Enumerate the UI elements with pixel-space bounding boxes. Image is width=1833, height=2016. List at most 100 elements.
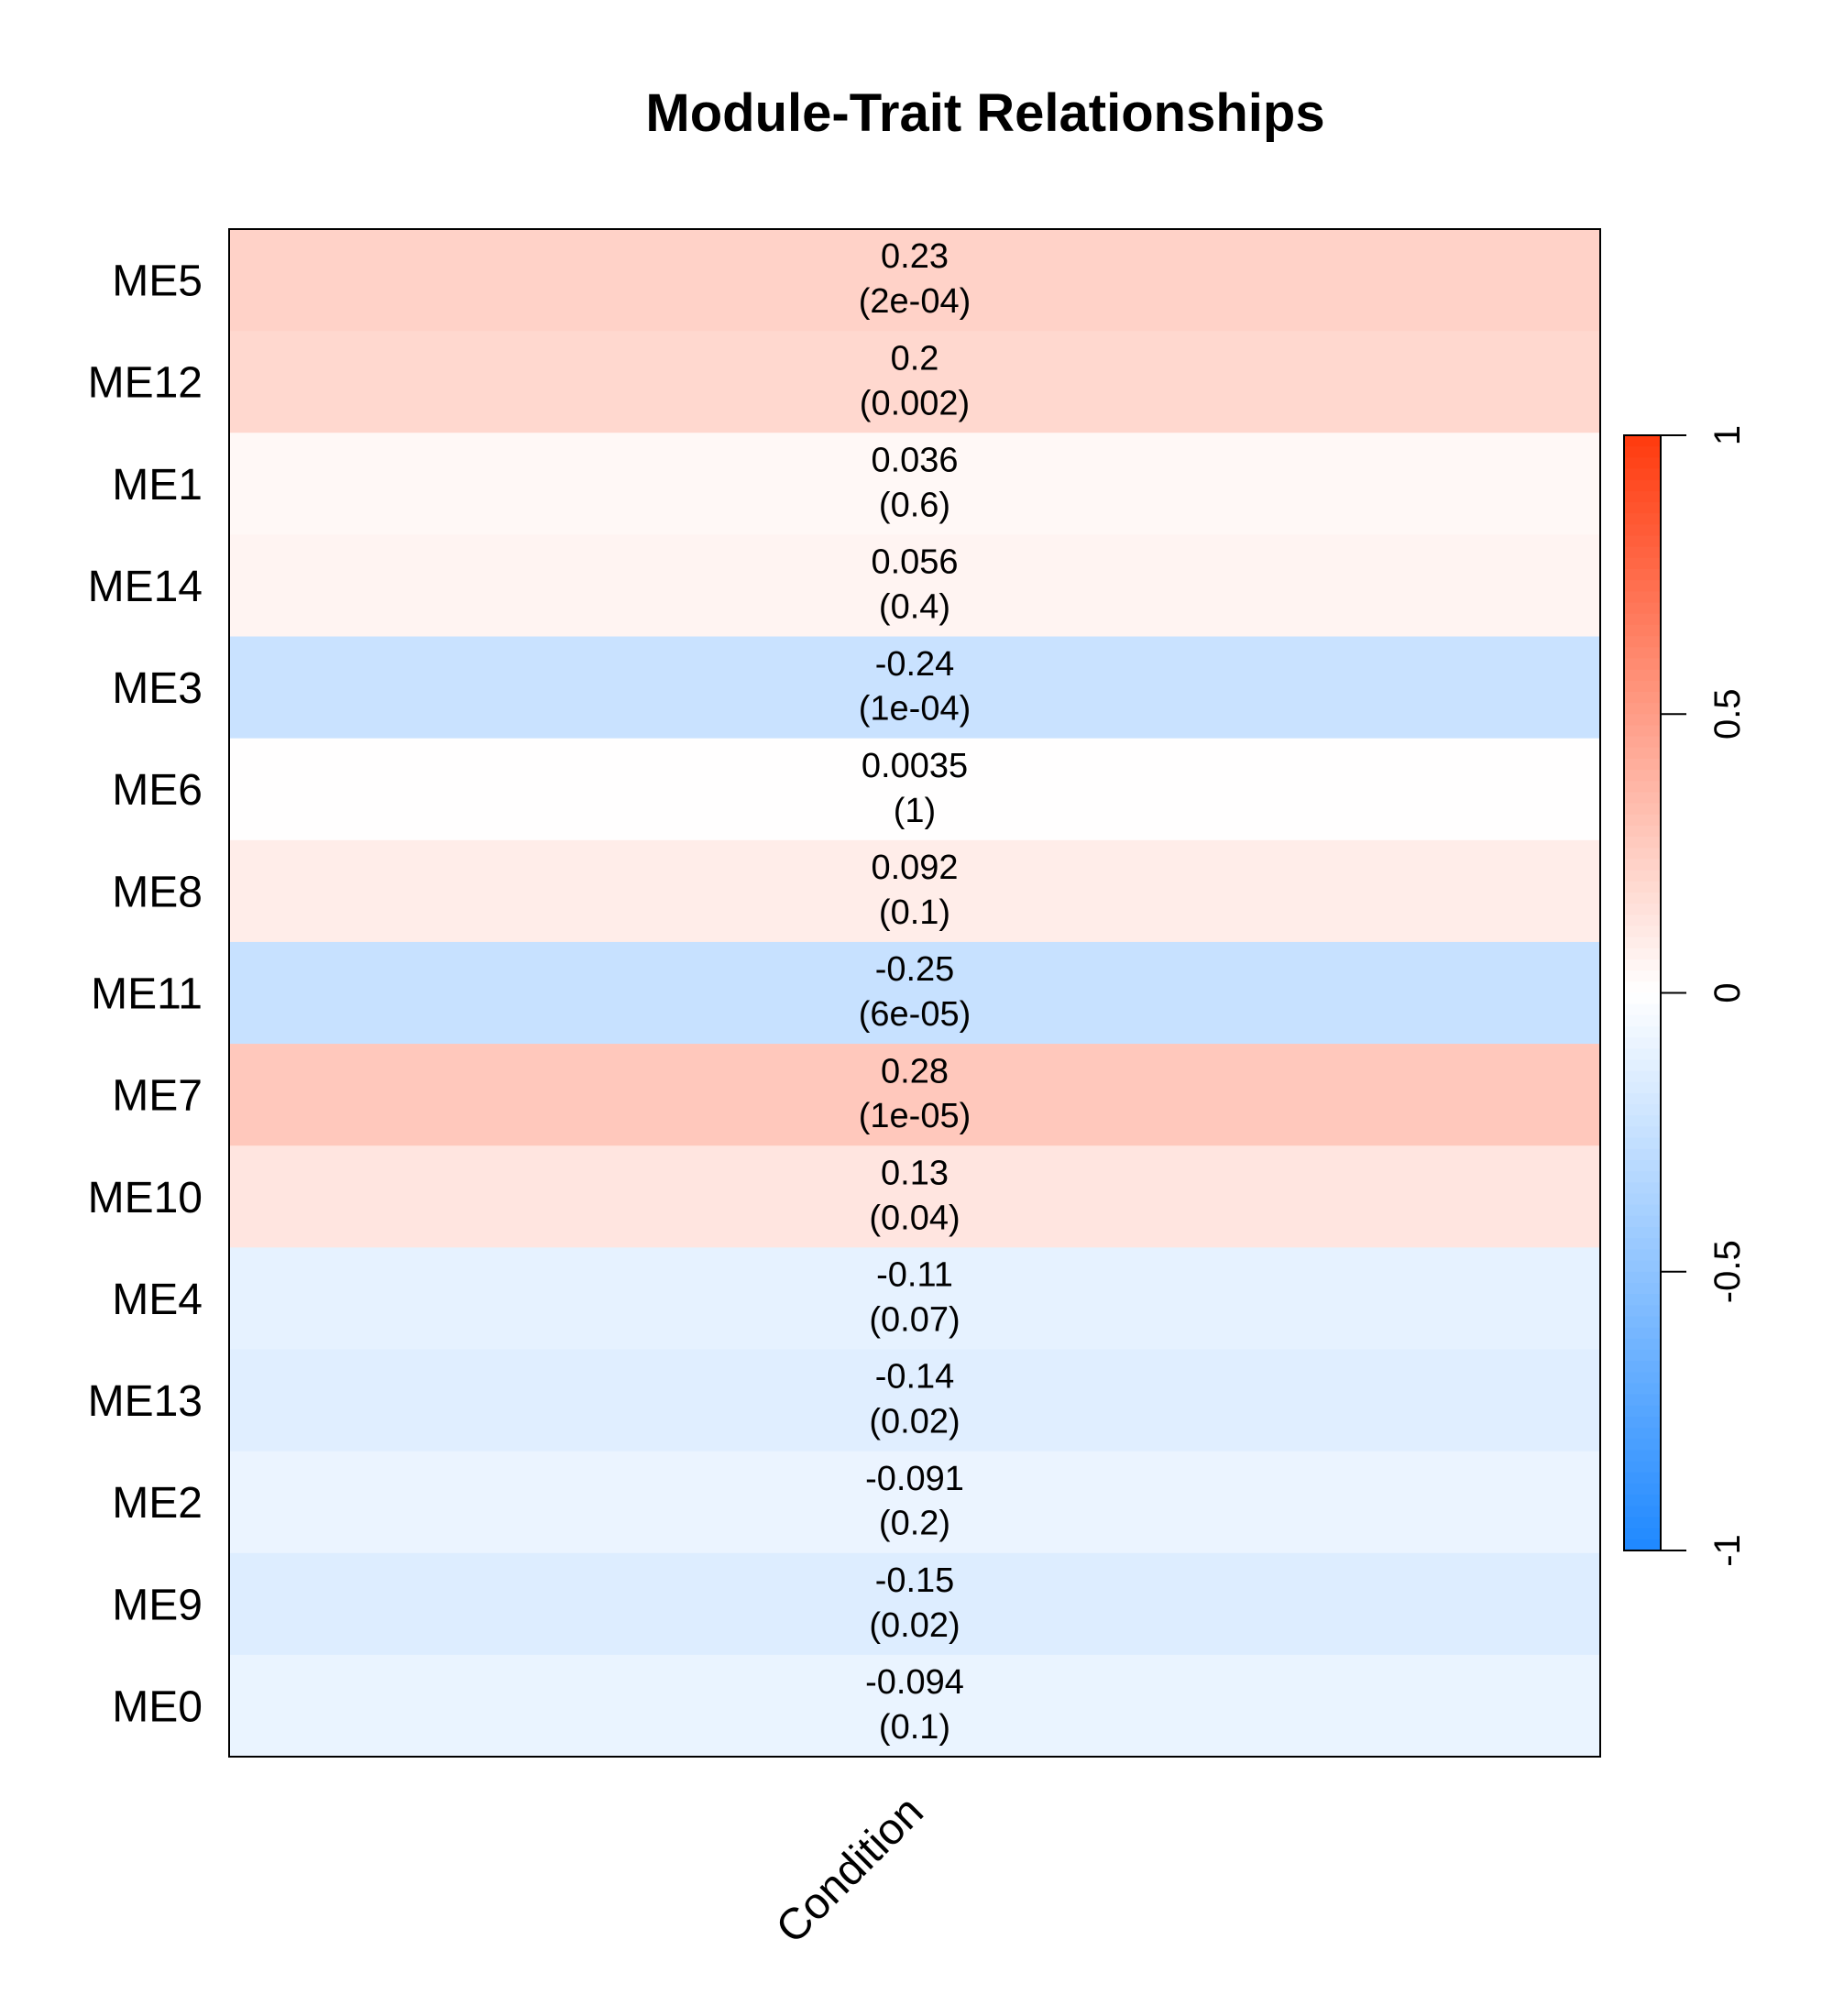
colorbar-swatch [1624, 970, 1661, 982]
colorbar-swatch [1624, 1182, 1661, 1195]
colorbar-swatch [1624, 981, 1661, 994]
colorbar-swatch [1624, 1428, 1661, 1440]
cell-pvalue-me12: (0.002) [860, 384, 970, 422]
colorbar-swatch [1624, 837, 1661, 849]
cell-value-me0: -0.094 [865, 1663, 964, 1702]
cell-pvalue-me9: (0.02) [869, 1606, 960, 1645]
cell-pvalue-me1: (0.6) [879, 486, 950, 524]
cell-pvalue-me6: (1) [894, 792, 936, 830]
colorbar-swatch [1624, 725, 1661, 738]
colorbar-swatch [1624, 1383, 1661, 1396]
heatmap-cell-me14 [229, 534, 1600, 638]
row-label-me1: ME1 [112, 461, 203, 509]
colorbar-swatch [1624, 658, 1661, 671]
heatmap-border [228, 228, 1601, 1758]
heatmap-cell-me7 [229, 1044, 1600, 1146]
colorbar-swatch [1624, 1104, 1661, 1116]
colorbar-swatch [1624, 647, 1661, 659]
colorbar-swatch [1624, 1271, 1661, 1284]
colorbar-swatch [1624, 1249, 1661, 1262]
heatmap-cells: 0.23 (2e-04) 0.2 (0.002) 0.036 (0.6) 0.056 (0.4… [229, 229, 1600, 1758]
colorbar-swatch [1624, 1081, 1661, 1094]
cell-pvalue-me10: (0.04) [869, 1199, 960, 1237]
colorbar-swatch [1624, 1204, 1661, 1217]
cell-value-me13: -0.14 [875, 1358, 955, 1397]
cell-value-me8: 0.092 [871, 849, 958, 887]
colorbar-swatch [1624, 1070, 1661, 1083]
colorbar-swatch [1624, 1260, 1661, 1273]
cell-pvalue-me11: (6e-05) [859, 995, 971, 1034]
colorbar-swatch [1624, 591, 1661, 604]
cell-value-me3: -0.24 [875, 645, 955, 684]
row-label-me10: ME10 [88, 1174, 203, 1222]
colorbar-swatch [1624, 904, 1661, 915]
colorbar-swatch [1624, 758, 1661, 771]
cell-value-me2: -0.091 [865, 1460, 964, 1498]
colorbar-tick-label: 1 [1707, 425, 1748, 445]
colorbar-swatch [1624, 1517, 1661, 1529]
colorbar-swatch [1624, 1037, 1661, 1049]
colorbar-swatch [1624, 1461, 1661, 1474]
colorbar-swatch [1624, 881, 1661, 893]
row-label-me7: ME7 [112, 1072, 203, 1121]
colorbar-swatch [1624, 747, 1661, 760]
colorbar-swatch [1624, 557, 1661, 570]
colorbar-swatch [1624, 1394, 1661, 1407]
colorbar-swatch [1624, 479, 1661, 492]
colorbar-swatch [1624, 1148, 1661, 1161]
cell-value-me7: 0.28 [881, 1052, 949, 1090]
colorbar-swatch [1624, 669, 1661, 682]
heatmap-cell-me13 [229, 1349, 1600, 1452]
colorbar-tick-label: 0.5 [1707, 688, 1748, 740]
cell-pvalue-me0: (0.1) [879, 1708, 950, 1747]
colorbar-swatch [1624, 624, 1661, 637]
heatmap-cell-me12 [229, 331, 1600, 433]
colorbar-swatch [1624, 915, 1661, 927]
column-label-condition: Condition [767, 1787, 933, 1953]
colorbar-swatch [1624, 1215, 1661, 1228]
heatmap-cell-me1 [229, 433, 1600, 535]
colorbar-swatch [1624, 714, 1661, 727]
colorbar-swatch [1624, 1539, 1661, 1551]
colorbar-swatch [1624, 1472, 1661, 1485]
colorbar-swatch [1624, 1349, 1661, 1362]
colorbar-swatch [1624, 1048, 1661, 1061]
row-label-me6: ME6 [112, 766, 203, 815]
colorbar-swatch [1624, 926, 1661, 938]
heatmap-cell-me11 [229, 941, 1600, 1045]
cell-pvalue-me14: (0.4) [879, 588, 950, 627]
colorbar-swatch [1624, 1003, 1661, 1016]
colorbar-swatch [1624, 770, 1661, 782]
heatmap-cell-me5 [229, 229, 1600, 332]
colorbar-swatch [1624, 1372, 1661, 1385]
cell-pvalue-me7: (1e-05) [859, 1097, 971, 1135]
colorbar-swatch [1624, 736, 1661, 749]
colorbar-swatch [1624, 1495, 1661, 1507]
cell-value-me1: 0.036 [871, 441, 958, 479]
cell-value-me12: 0.2 [891, 339, 939, 378]
colorbar-swatch [1624, 502, 1661, 514]
cell-value-me6: 0.0035 [862, 747, 968, 785]
colorbar-swatch [1624, 1137, 1661, 1150]
heatmap-cell-me9 [229, 1552, 1600, 1656]
colorbar-swatch [1624, 546, 1661, 559]
cell-pvalue-me13: (0.02) [869, 1403, 960, 1441]
colorbar-swatch [1624, 580, 1661, 592]
colorbar-swatch [1624, 569, 1661, 581]
colorbar-tick-label: 0 [1707, 982, 1748, 1003]
colorbar-swatch [1624, 859, 1661, 871]
row-label-me8: ME8 [112, 868, 203, 916]
colorbar-swatch [1624, 636, 1661, 648]
cell-value-me11: -0.25 [875, 950, 955, 989]
colorbar-swatch [1624, 1282, 1661, 1295]
cell-pvalue-me4: (0.07) [869, 1300, 960, 1339]
cell-pvalue-me3: (1e-04) [859, 690, 971, 729]
row-label-me4: ME4 [112, 1276, 203, 1324]
colorbar-swatch [1624, 1439, 1661, 1452]
cell-pvalue-me5: (2e-04) [859, 282, 971, 321]
colorbar-swatch [1624, 1171, 1661, 1183]
colorbar-swatch [1624, 457, 1661, 470]
colorbar-swatch [1624, 468, 1661, 481]
colorbar-swatch [1624, 1126, 1661, 1139]
